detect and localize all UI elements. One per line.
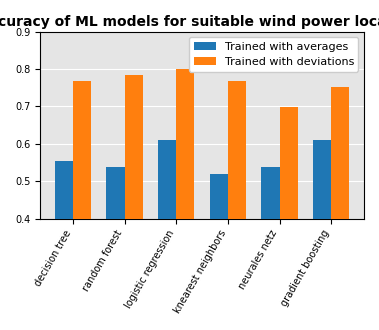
Bar <box>73 81 91 330</box>
Bar <box>262 167 280 330</box>
Bar <box>280 108 298 330</box>
Bar <box>176 69 194 330</box>
Bar <box>106 167 125 330</box>
Bar <box>331 87 349 330</box>
Bar <box>55 161 73 330</box>
Bar <box>210 174 228 330</box>
Bar <box>228 81 246 330</box>
Bar <box>313 140 331 330</box>
Legend: Trained with averages, Trained with deviations: Trained with averages, Trained with devi… <box>189 37 359 72</box>
Bar <box>158 140 176 330</box>
Title: Accuracy of ML models for suitable wind power locations: Accuracy of ML models for suitable wind … <box>0 15 379 29</box>
Bar <box>125 75 143 330</box>
